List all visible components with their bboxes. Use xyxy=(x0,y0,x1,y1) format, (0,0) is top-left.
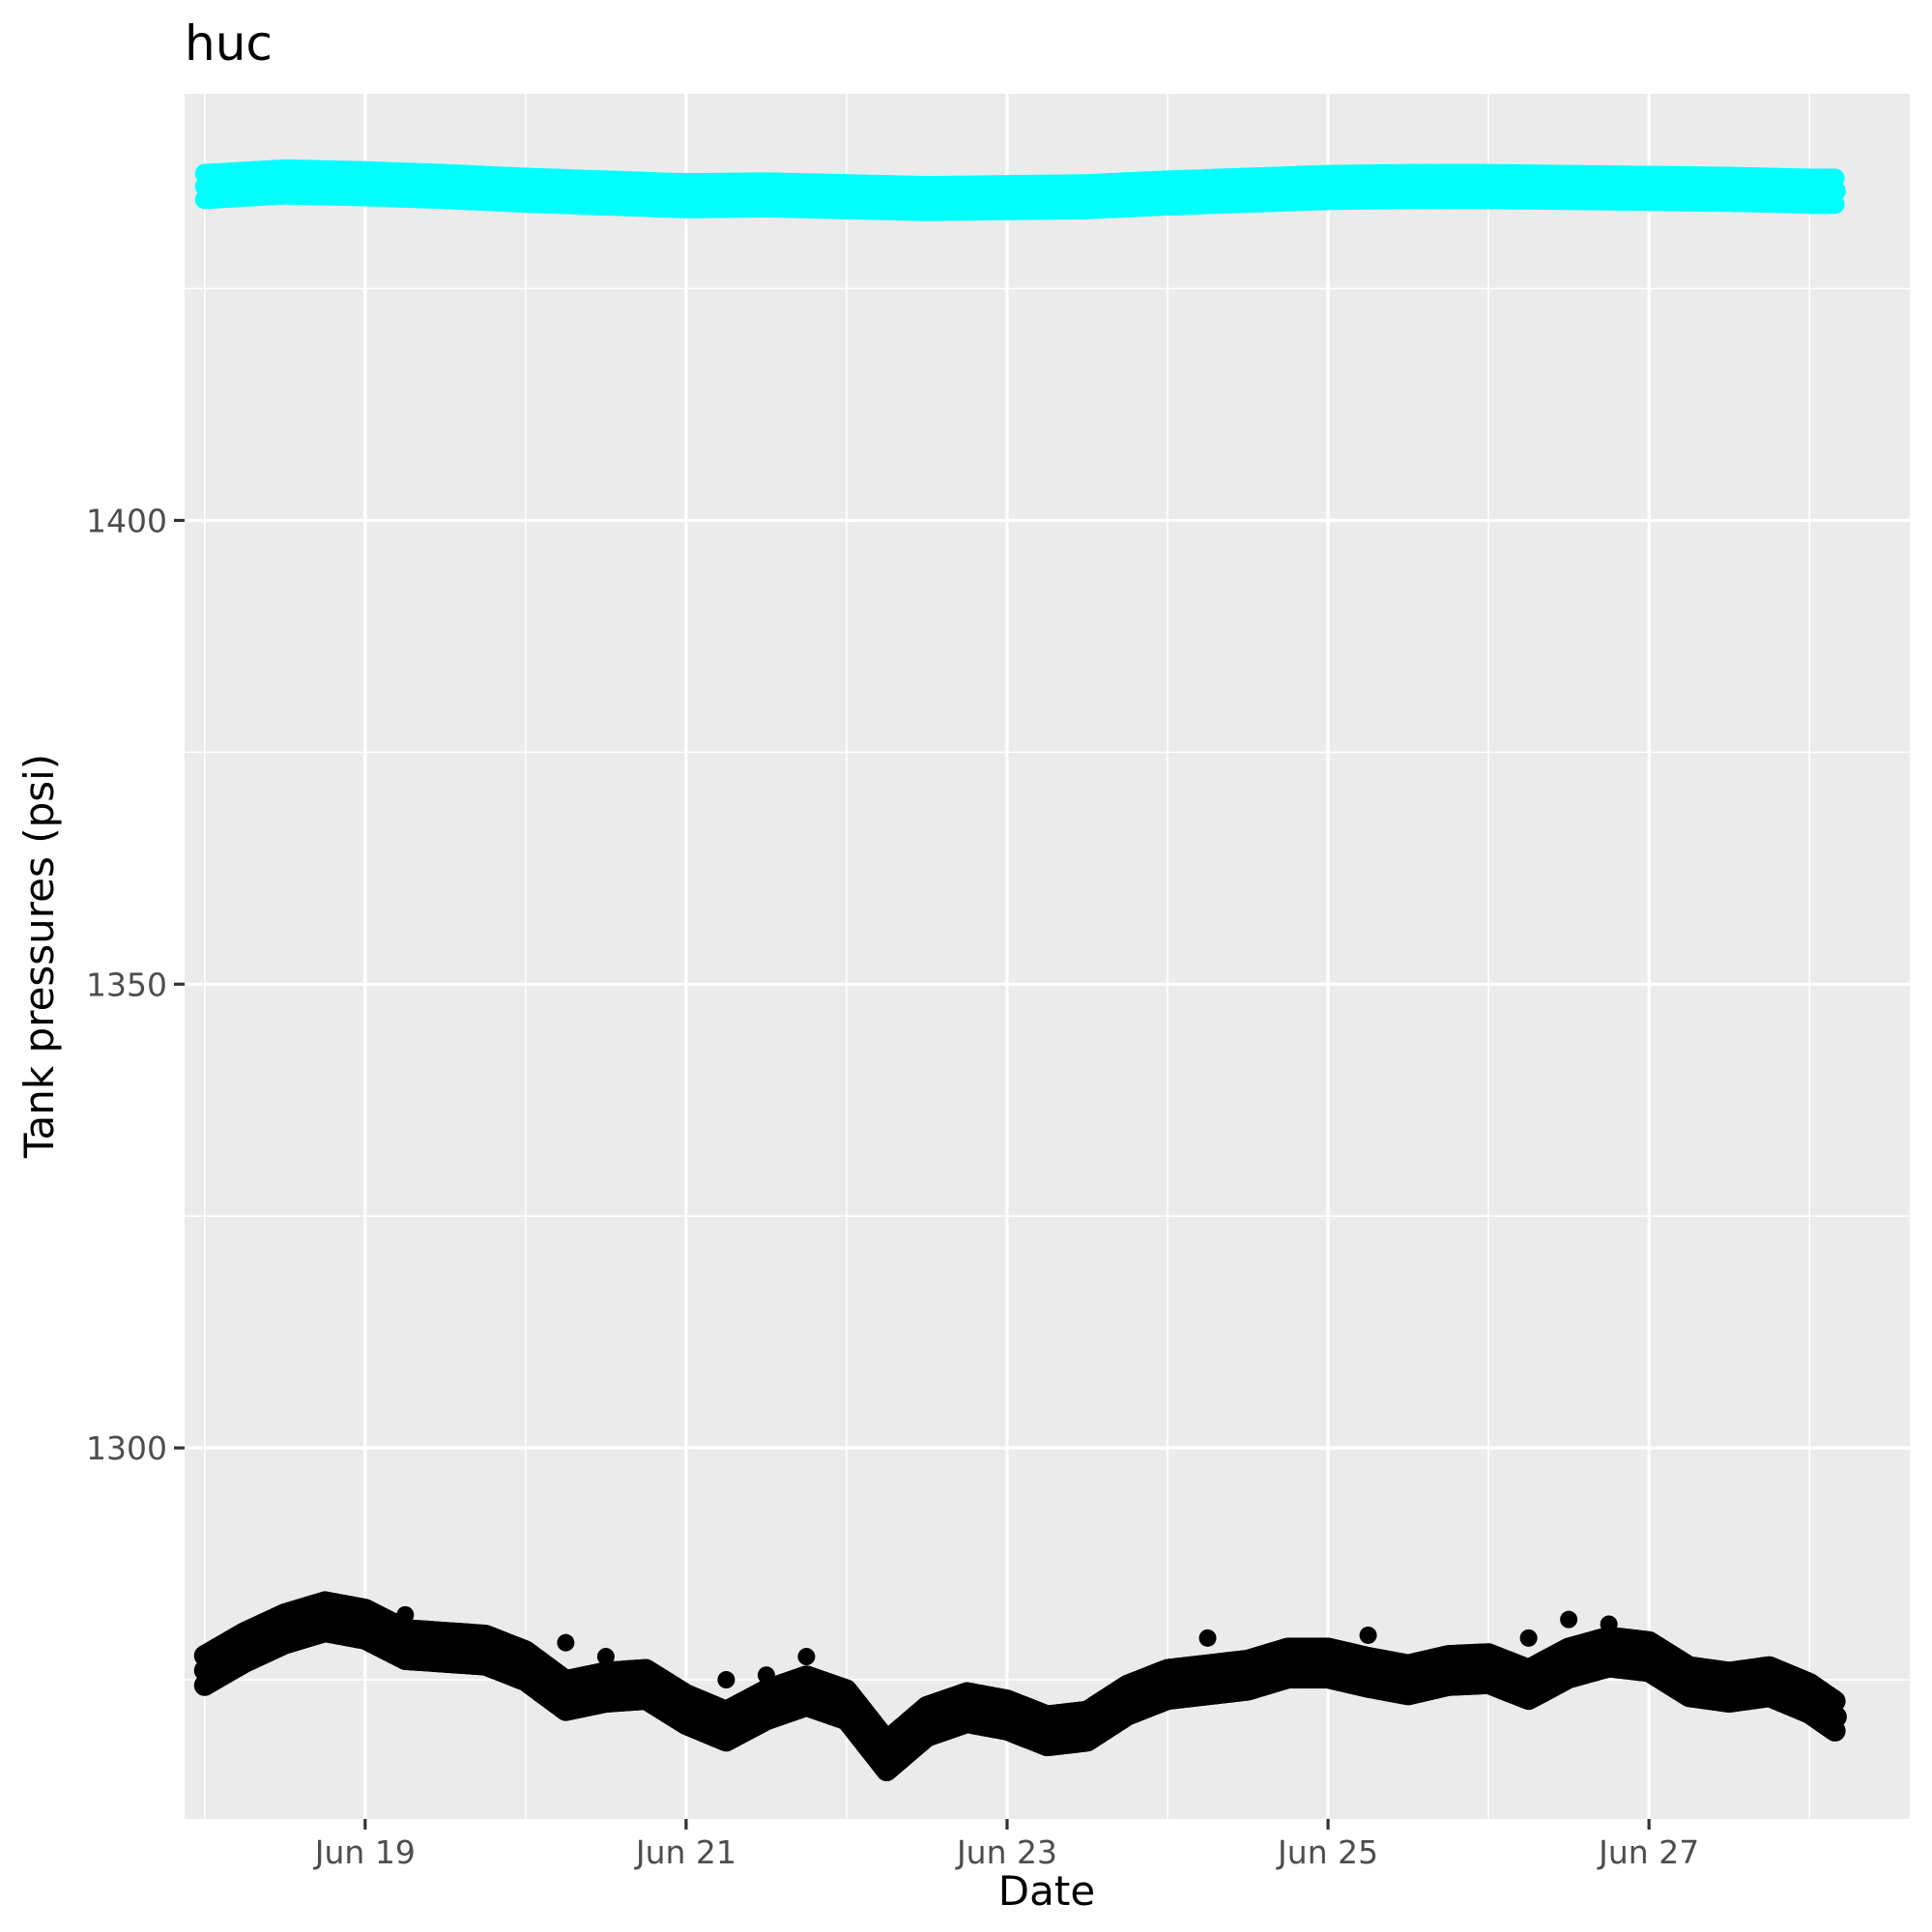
x-tick-label: Jun 25 xyxy=(1276,1833,1378,1871)
chart-title: huc xyxy=(185,15,273,72)
x-tick-label: Jun 23 xyxy=(955,1833,1057,1871)
data-point-outlier xyxy=(557,1633,575,1652)
x-axis-title: Date xyxy=(998,1867,1095,1915)
x-tick-label: Jun 21 xyxy=(634,1833,736,1871)
y-axis-title: Tank pressures (psi) xyxy=(15,754,63,1159)
data-point-outlier xyxy=(1198,1629,1217,1647)
data-point-lower xyxy=(1825,1706,1847,1728)
x-tick-label: Jun 27 xyxy=(1597,1833,1699,1871)
axes: 1300 1350 1400 Jun 19 Jun 21 Jun 23 Jun 25 Jun … xyxy=(86,502,1699,1871)
data-point-outlier xyxy=(757,1666,775,1685)
data-point-outlier xyxy=(1519,1629,1538,1647)
data-point-outlier xyxy=(958,1689,976,1708)
data-point-outlier xyxy=(1600,1615,1618,1633)
plot-panel xyxy=(185,94,1910,1819)
y-tick-label: 1350 xyxy=(86,966,167,1003)
data-point-outlier xyxy=(717,1671,735,1689)
data-point-outlier xyxy=(596,1648,615,1666)
major-gridlines xyxy=(185,94,1910,1819)
data-point-outlier xyxy=(797,1648,816,1666)
minor-gridlines xyxy=(185,94,1910,1819)
y-tick-label: 1400 xyxy=(86,502,167,539)
data-point-upper xyxy=(1826,181,1846,201)
x-tick-label: Jun 19 xyxy=(313,1833,416,1871)
data-point-lower xyxy=(1824,1690,1846,1713)
y-tick-label: 1300 xyxy=(86,1429,167,1467)
data-point-outlier xyxy=(1359,1626,1377,1644)
data-point-outlier xyxy=(396,1605,415,1624)
data-points xyxy=(193,159,1847,1782)
data-point-outlier xyxy=(1560,1610,1578,1629)
